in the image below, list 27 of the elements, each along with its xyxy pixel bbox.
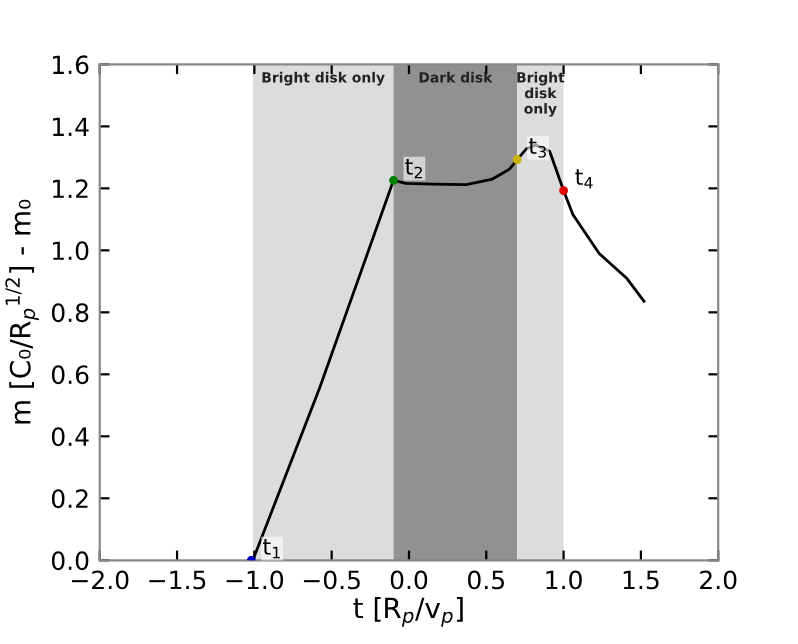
point <box>512 155 522 164</box>
x-tick-label: 0.5 <box>468 570 504 590</box>
x-tick-label: −1.0 <box>226 570 284 590</box>
point <box>389 175 398 185</box>
y-tick-label: 0.2 <box>51 489 88 509</box>
y-axis-title: m [C₀/R$_{p}$$^{1/2}$] - m₀ <box>5 199 39 424</box>
y-tick-label: 0.8 <box>51 303 89 323</box>
y-tick-label: 0.4 <box>51 427 89 447</box>
x-tick-label: 1.5 <box>623 570 659 590</box>
x-tick-label: −0.5 <box>303 570 360 590</box>
annotation: t$_{4}$ <box>575 169 593 189</box>
x-tick-label: 0.0 <box>390 570 428 590</box>
y-tick-label: 0.6 <box>51 365 89 385</box>
y-tick-label: 1.6 <box>53 55 89 75</box>
y-tick-label: 1.4 <box>53 117 89 136</box>
annotation: t$_{3}$ <box>528 138 546 158</box>
y-tick-label: 1.0 <box>53 241 89 261</box>
point <box>559 186 568 195</box>
annotation: t$_{2}$ <box>405 158 422 179</box>
x-tick-label: 1.0 <box>546 570 582 590</box>
y-tick-label: 0.0 <box>51 551 89 571</box>
x-tick-label: 2.0 <box>700 570 737 590</box>
annotation: t$_{1}$ <box>262 538 280 559</box>
x-tick-label: −2.0 <box>72 570 129 590</box>
y-tick-label: 1.2 <box>53 179 88 198</box>
x-axis-title: t [R$_{p}$/v$_{p}$] <box>353 596 463 627</box>
x-tick-label: −1.5 <box>149 570 206 590</box>
